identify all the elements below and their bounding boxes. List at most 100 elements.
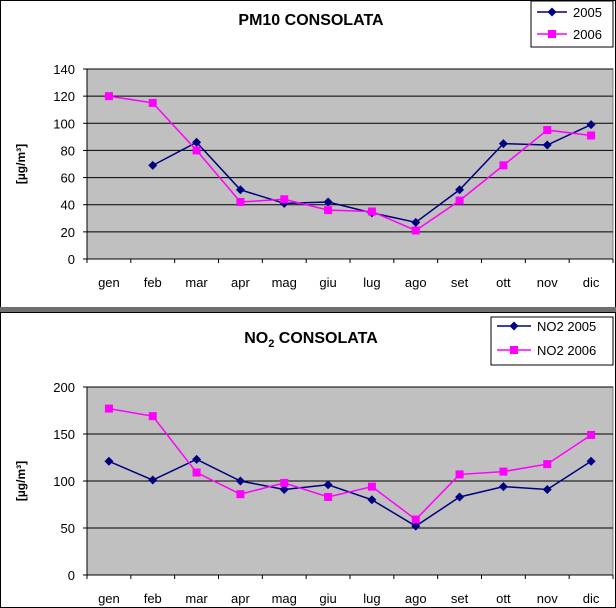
chart-title: NO2 CONSOLATA bbox=[244, 330, 378, 350]
x-tick-label: ott bbox=[496, 275, 511, 290]
data-point-0-8 bbox=[455, 492, 465, 502]
x-tick-label: nov bbox=[537, 275, 558, 290]
y-tick-label: 150 bbox=[53, 427, 75, 442]
data-point-1-3 bbox=[236, 198, 245, 206]
data-point-0-5 bbox=[323, 197, 333, 207]
x-tick-label: nov bbox=[537, 591, 558, 606]
y-axis-label: [µg/m³] bbox=[14, 461, 28, 501]
data-point-0-2 bbox=[192, 137, 202, 147]
data-point-1-8 bbox=[455, 470, 464, 479]
data-point-1-3 bbox=[236, 490, 245, 499]
x-tick-label: mar bbox=[185, 591, 208, 606]
data-point-1-11 bbox=[587, 430, 596, 439]
data-point-1-2 bbox=[192, 468, 201, 477]
legend-label-1: NO2 2006 bbox=[537, 343, 596, 358]
x-tick-label: mag bbox=[272, 275, 297, 290]
x-tick-label: ott bbox=[496, 591, 511, 606]
x-tick-label: mar bbox=[185, 275, 208, 290]
data-point-0-9 bbox=[498, 482, 508, 492]
y-tick-label: 200 bbox=[53, 380, 75, 395]
y-tick-label: 50 bbox=[61, 521, 75, 536]
legend-marker-1 bbox=[510, 346, 518, 354]
x-tick-label: lug bbox=[363, 275, 380, 290]
data-point-0-3 bbox=[235, 185, 245, 195]
data-point-0-11 bbox=[586, 120, 596, 130]
data-point-1-9 bbox=[499, 467, 508, 476]
data-point-0-10 bbox=[542, 140, 552, 150]
data-point-1-0 bbox=[104, 92, 113, 101]
y-tick-label: 120 bbox=[53, 89, 75, 104]
data-point-1-1 bbox=[148, 98, 157, 107]
data-point-0-11 bbox=[586, 456, 596, 466]
legend-label-1: 2006 bbox=[573, 27, 602, 42]
y-tick-label: 100 bbox=[53, 474, 75, 489]
series-line-1 bbox=[108, 407, 592, 521]
chart-title: PM10 CONSOLATA bbox=[238, 12, 384, 29]
x-tick-label: mag bbox=[272, 591, 297, 606]
x-tick-label: giu bbox=[319, 591, 336, 606]
y-tick-label: 40 bbox=[61, 198, 75, 213]
x-tick-label: gen bbox=[98, 275, 120, 290]
data-point-1-10 bbox=[543, 460, 552, 469]
y-tick-label: 100 bbox=[53, 116, 75, 131]
data-point-1-5 bbox=[324, 492, 333, 501]
data-point-0-2 bbox=[192, 454, 202, 464]
data-point-0-1 bbox=[148, 160, 158, 170]
x-tick-label: dic bbox=[583, 591, 600, 606]
data-point-0-5 bbox=[323, 480, 333, 490]
data-point-0-7 bbox=[411, 217, 421, 227]
x-tick-label: ago bbox=[405, 275, 427, 290]
data-point-0-0 bbox=[104, 456, 114, 466]
data-point-1-1 bbox=[148, 412, 157, 421]
data-point-1-8 bbox=[455, 196, 464, 205]
chart-panel-no2: 0 50 100 150 200 gen feb mar apr mag giu lug ago set o… bbox=[0, 312, 616, 608]
x-tick-label: feb bbox=[144, 591, 162, 606]
data-point-1-2 bbox=[192, 146, 201, 155]
legend-marker-1 bbox=[548, 30, 556, 38]
data-point-1-6 bbox=[367, 482, 376, 491]
y-tick-label: 60 bbox=[61, 171, 75, 186]
data-point-1-5 bbox=[324, 206, 333, 215]
legend-marker-0 bbox=[547, 7, 557, 17]
data-point-1-10 bbox=[543, 126, 552, 135]
data-point-1-11 bbox=[587, 131, 596, 140]
data-point-0-7 bbox=[411, 521, 421, 531]
data-point-0-6 bbox=[367, 495, 377, 505]
plot-area bbox=[86, 68, 614, 260]
data-point-1-9 bbox=[499, 161, 508, 170]
x-tick-label: lug bbox=[363, 591, 380, 606]
data-point-1-7 bbox=[411, 515, 420, 524]
data-point-0-4 bbox=[279, 484, 289, 494]
data-point-0-9 bbox=[498, 139, 508, 149]
x-tick-label: set bbox=[451, 591, 469, 606]
x-tick-label: apr bbox=[231, 275, 250, 290]
chart-panel-pm10: 0 20 40 60 80 100 120 140 gen feb mar apr mag giu lug a… bbox=[0, 0, 616, 308]
chart-title-part: CONSOLATA bbox=[274, 330, 378, 347]
y-tick-label: 0 bbox=[68, 568, 75, 583]
legend-label-0: 2005 bbox=[573, 5, 602, 20]
chart-title-subscript: 2 bbox=[268, 338, 274, 350]
data-point-1-4 bbox=[280, 478, 289, 487]
data-point-1-6 bbox=[367, 207, 376, 216]
data-point-1-0 bbox=[104, 404, 113, 413]
data-point-0-8 bbox=[455, 185, 465, 195]
x-tick-label: feb bbox=[144, 275, 162, 290]
data-point-0-1 bbox=[148, 475, 158, 485]
pm10-chart-svg: 0 20 40 60 80 100 120 140 gen feb mar apr mag giu lug a… bbox=[14, 1, 614, 290]
x-tick-label: dic bbox=[583, 275, 600, 290]
y-tick-label: 0 bbox=[68, 252, 75, 267]
data-point-1-7 bbox=[411, 226, 420, 235]
x-tick-label: set bbox=[451, 275, 469, 290]
no2-chart-svg: 0 50 100 150 200 gen feb mar apr mag giu lug ago set o… bbox=[14, 316, 614, 606]
panel-separator bbox=[0, 307, 616, 312]
y-tick-label: 140 bbox=[53, 62, 75, 77]
y-axis-label: [µg/m³] bbox=[14, 144, 28, 184]
series-line-1 bbox=[108, 95, 592, 232]
legend-label-0: NO2 2005 bbox=[537, 319, 596, 334]
y-tick-label: 20 bbox=[61, 225, 75, 240]
y-tick-label: 80 bbox=[61, 143, 75, 158]
legend-marker-0 bbox=[509, 321, 519, 331]
data-point-0-3 bbox=[235, 476, 245, 486]
x-tick-label: ago bbox=[405, 591, 427, 606]
x-tick-label: apr bbox=[231, 591, 250, 606]
